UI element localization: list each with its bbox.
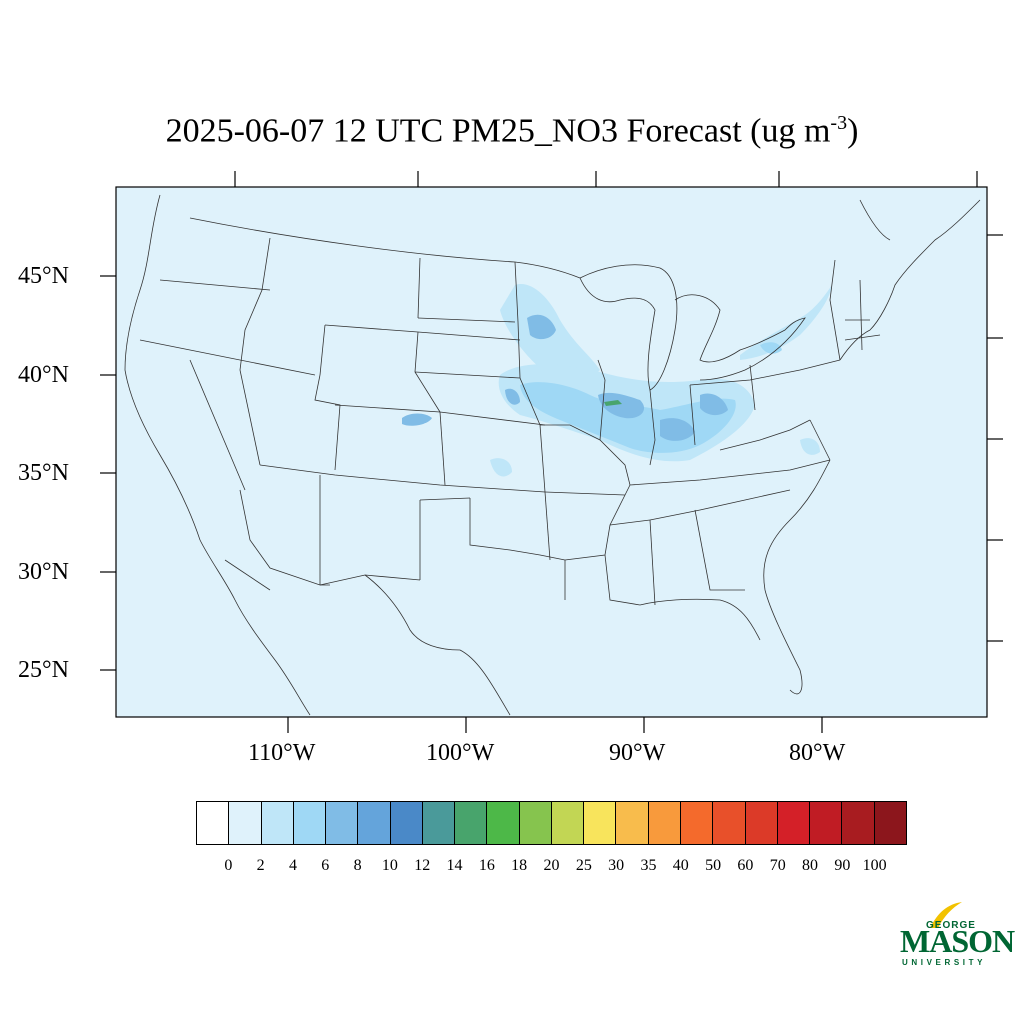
colorbar-box: [874, 802, 906, 844]
colorbar-box: [713, 802, 746, 844]
plume-kansas: [490, 458, 512, 477]
plume-green-spot: [604, 400, 622, 406]
colorbar-label: 10: [381, 857, 398, 874]
logo-swoosh-icon: [930, 902, 962, 928]
colorbar-box: [842, 802, 875, 844]
colorbar-box: [648, 802, 681, 844]
lon-label-110: 110°W: [248, 740, 316, 766]
colorbar-box: [197, 802, 230, 844]
right-ticks: [987, 234, 1003, 642]
plume-mid-atlantic: [800, 438, 820, 455]
title-close: ): [847, 112, 859, 150]
bottom-ticks: [287, 717, 823, 733]
colorbar-box: [745, 802, 778, 844]
title-superscript: -3: [830, 112, 848, 134]
logo-george: GEORGE: [926, 920, 976, 931]
colorbar-label: 18: [511, 857, 528, 874]
logo-university: UNIVERSITY: [902, 958, 987, 967]
logo-mason: MASON: [900, 923, 1015, 959]
plume-indiana-dark: [660, 418, 695, 441]
colorbar-box: [455, 802, 488, 844]
plume-ohio-dark: [700, 393, 728, 416]
plume-colorado: [402, 413, 432, 426]
colorbar-box: [326, 802, 359, 844]
lat-label-25: 25°N: [18, 657, 69, 683]
lat-label-30: 30°N: [18, 559, 69, 585]
plume-illinois-dark: [598, 392, 645, 419]
colorbar-box: [261, 802, 294, 844]
concentration-plumes: [402, 284, 832, 477]
plume-new-york: [760, 342, 782, 354]
colorbar-box: [584, 802, 617, 844]
colorbar-box: [358, 802, 391, 844]
colorbar-label: 20: [543, 857, 560, 874]
lat-label-40: 40°N: [18, 362, 69, 388]
colorbar-box: [551, 802, 585, 844]
lon-label-100: 100°W: [426, 740, 495, 766]
colorbar-label: 8: [353, 857, 362, 874]
colorbar-label: 4: [288, 857, 297, 874]
map-title: 2025-06-07 12 UTC PM25_NO3 Forecast (ug …: [0, 112, 1024, 150]
title-text: 2025-06-07 12 UTC PM25_NO3 Forecast (ug …: [165, 112, 831, 150]
colorbar: [196, 801, 907, 845]
lat-label-45: 45°N: [18, 263, 69, 289]
colorbar-box: [293, 802, 327, 844]
colorbar-box: [680, 802, 714, 844]
plume-missouri-dark: [505, 388, 520, 405]
colorbar-box: [422, 802, 456, 844]
colorbar-labels: 0 2 4 6 8 10 12 14 16 18 20 25 30 35 40 50 60 70 80 90 100: [196, 857, 907, 877]
colorbar-label: 30: [608, 857, 625, 874]
colorbar-box: [390, 802, 423, 844]
colorbar-box: [777, 802, 811, 844]
colorbar-label: 25: [575, 857, 592, 874]
colorbar-label: 50: [705, 857, 722, 874]
top-ticks: [234, 171, 978, 187]
colorbar-label: 12: [414, 857, 431, 874]
colorbar-label: 0: [224, 857, 233, 874]
colorbar-box: [810, 802, 843, 844]
lon-label-80: 80°W: [789, 740, 846, 766]
colorbar-label: 100: [862, 857, 887, 874]
colorbar-label: 60: [737, 857, 754, 874]
colorbar-label: 70: [769, 857, 786, 874]
colorbar-label: 80: [802, 857, 819, 874]
lon-label-90: 90°W: [609, 740, 666, 766]
colorbar-box: [616, 802, 649, 844]
map-background: [115, 186, 988, 718]
colorbar-label: 90: [834, 857, 851, 874]
colorbar-label: 16: [478, 857, 495, 874]
colorbar-box: [487, 802, 520, 844]
colorbar-label: 14: [446, 857, 463, 874]
colorbar-box: [519, 802, 552, 844]
plume-minnesota-dark: [527, 314, 556, 340]
colorbar-box: [229, 802, 262, 844]
colorbar-label: 35: [640, 857, 657, 874]
gmu-logo: GEORGE MASON UNIVERSITY: [900, 900, 1015, 970]
colorbar-label: 2: [256, 857, 265, 874]
colorbar-label: 40: [672, 857, 689, 874]
left-ticks: [100, 275, 116, 671]
boundaries: [124, 194, 981, 716]
lat-label-35: 35°N: [18, 460, 69, 486]
colorbar-label: 6: [321, 857, 330, 874]
